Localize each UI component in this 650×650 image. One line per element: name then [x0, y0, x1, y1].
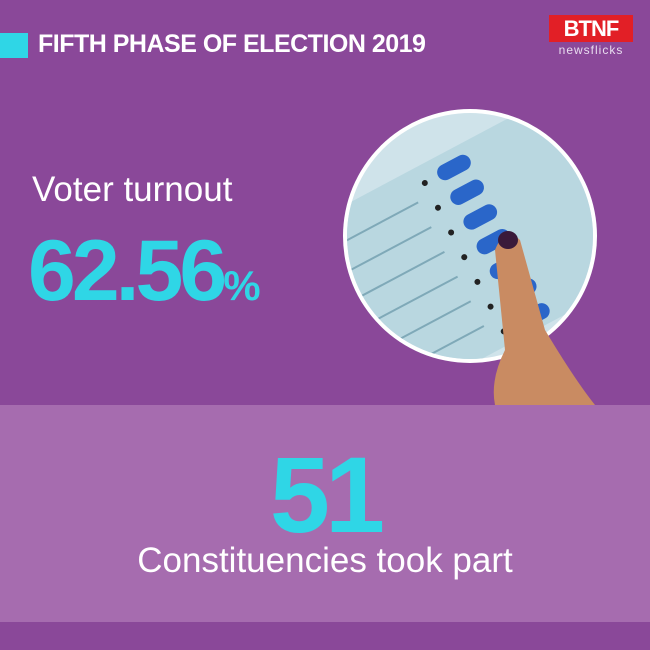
ink-mark [498, 231, 518, 249]
logo-right: NF [591, 16, 619, 41]
turnout-value: 62.56 [28, 223, 227, 319]
constituencies-label: Constituencies took part [137, 541, 513, 580]
constituencies-value: 51 [269, 434, 385, 555]
title-marker [0, 33, 28, 58]
finger [493, 234, 595, 405]
header-title: FIFTH PHASE OF ELECTION 2019 [38, 30, 426, 58]
turnout-unit: % [223, 262, 261, 309]
logo: BTNF [549, 15, 633, 42]
lower-band [0, 405, 650, 622]
turnout-figure: 62.56% [28, 222, 261, 321]
logo-left: BT [563, 16, 592, 41]
turnout-label: Voter turnout [32, 170, 233, 209]
logo-tagline: newsflicks [558, 43, 624, 57]
